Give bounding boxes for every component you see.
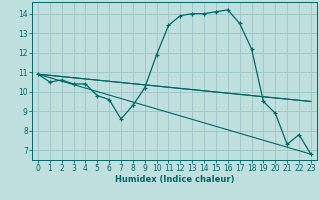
X-axis label: Humidex (Indice chaleur): Humidex (Indice chaleur): [115, 175, 234, 184]
